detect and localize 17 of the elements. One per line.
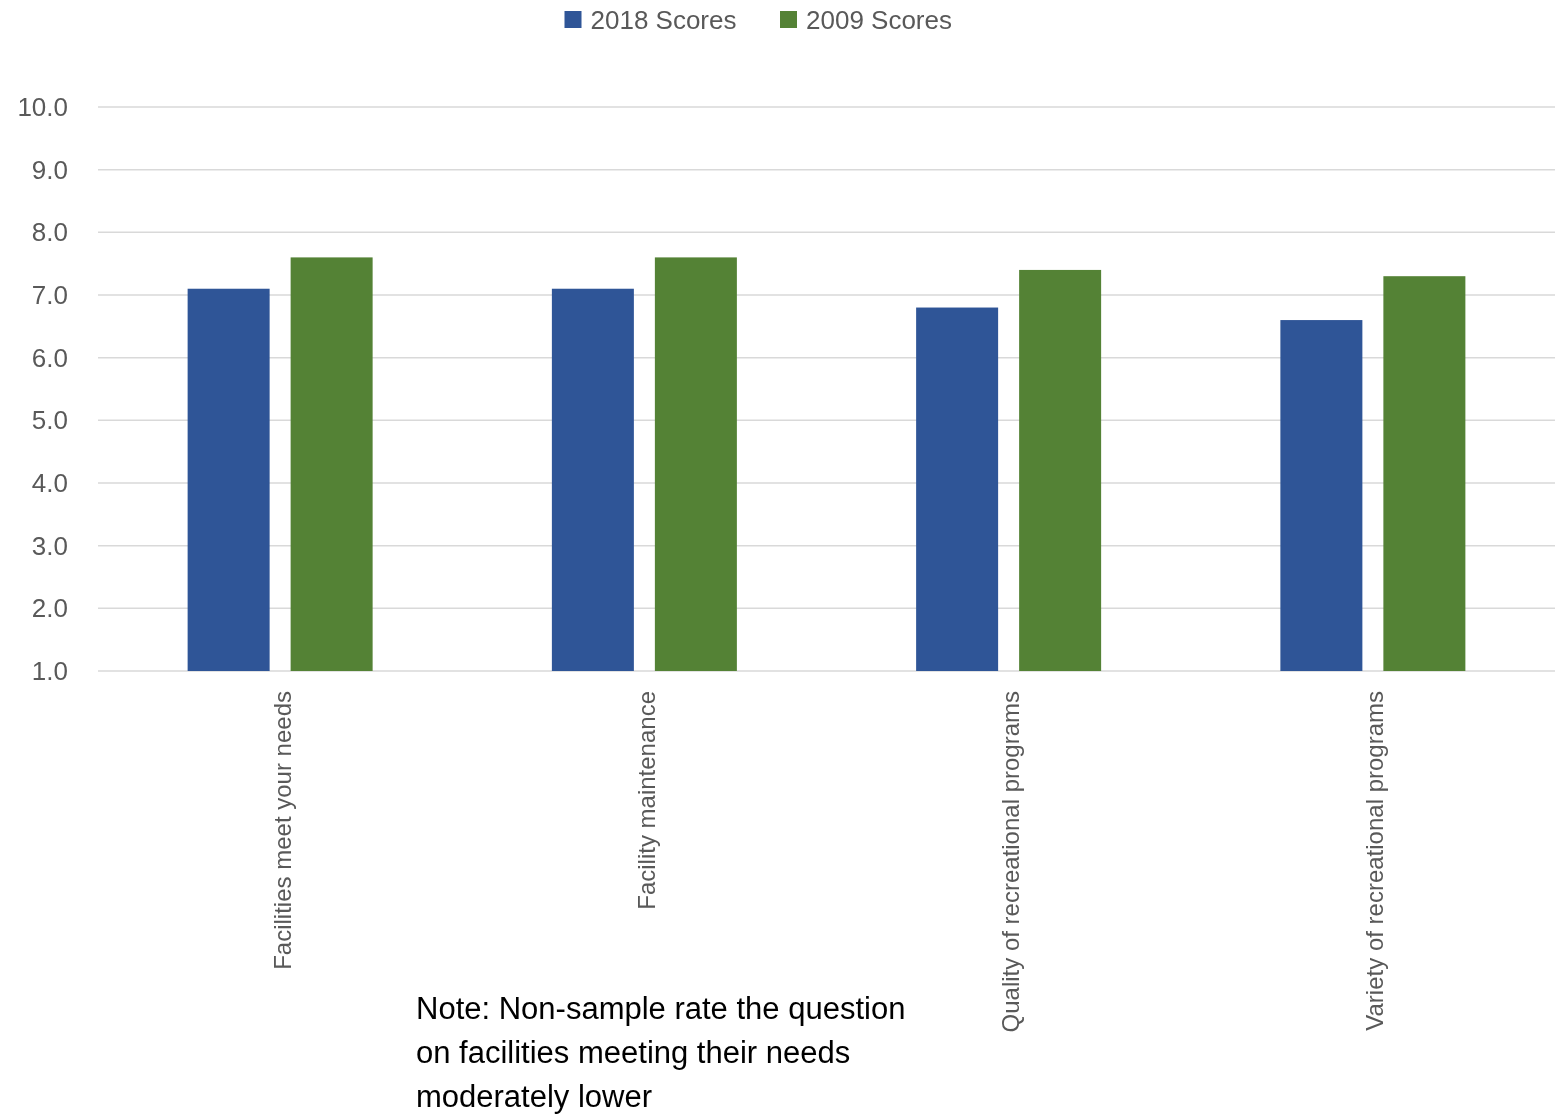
x-tick-label: Facilities meet your needs <box>268 691 296 970</box>
y-tick-label: 1.0 <box>31 656 68 687</box>
y-tick-label: 5.0 <box>31 405 68 436</box>
y-tick-label: 6.0 <box>31 342 68 373</box>
x-tick-label: Quality of recreational programs <box>997 691 1025 1033</box>
x-tick-label: Variety of recreational programs <box>1361 691 1389 1031</box>
y-tick-label: 3.0 <box>31 530 68 561</box>
y-tick-label: 7.0 <box>31 280 68 311</box>
x-tick-label: Facility maintenance <box>632 691 660 910</box>
y-tick-label: 10.0 <box>17 92 68 123</box>
y-tick-label: 9.0 <box>31 154 68 185</box>
y-tick-label: 2.0 <box>31 593 68 624</box>
text: Note: Non-sample rate the question on facilities meeting their needs moderately lower <box>416 990 906 1114</box>
legend-label: 2018 Scores <box>590 5 737 36</box>
legend-label: 2009 Scores <box>806 5 952 36</box>
y-tick-label: 4.0 <box>31 468 68 499</box>
y-tick-label: 8.0 <box>31 217 68 248</box>
